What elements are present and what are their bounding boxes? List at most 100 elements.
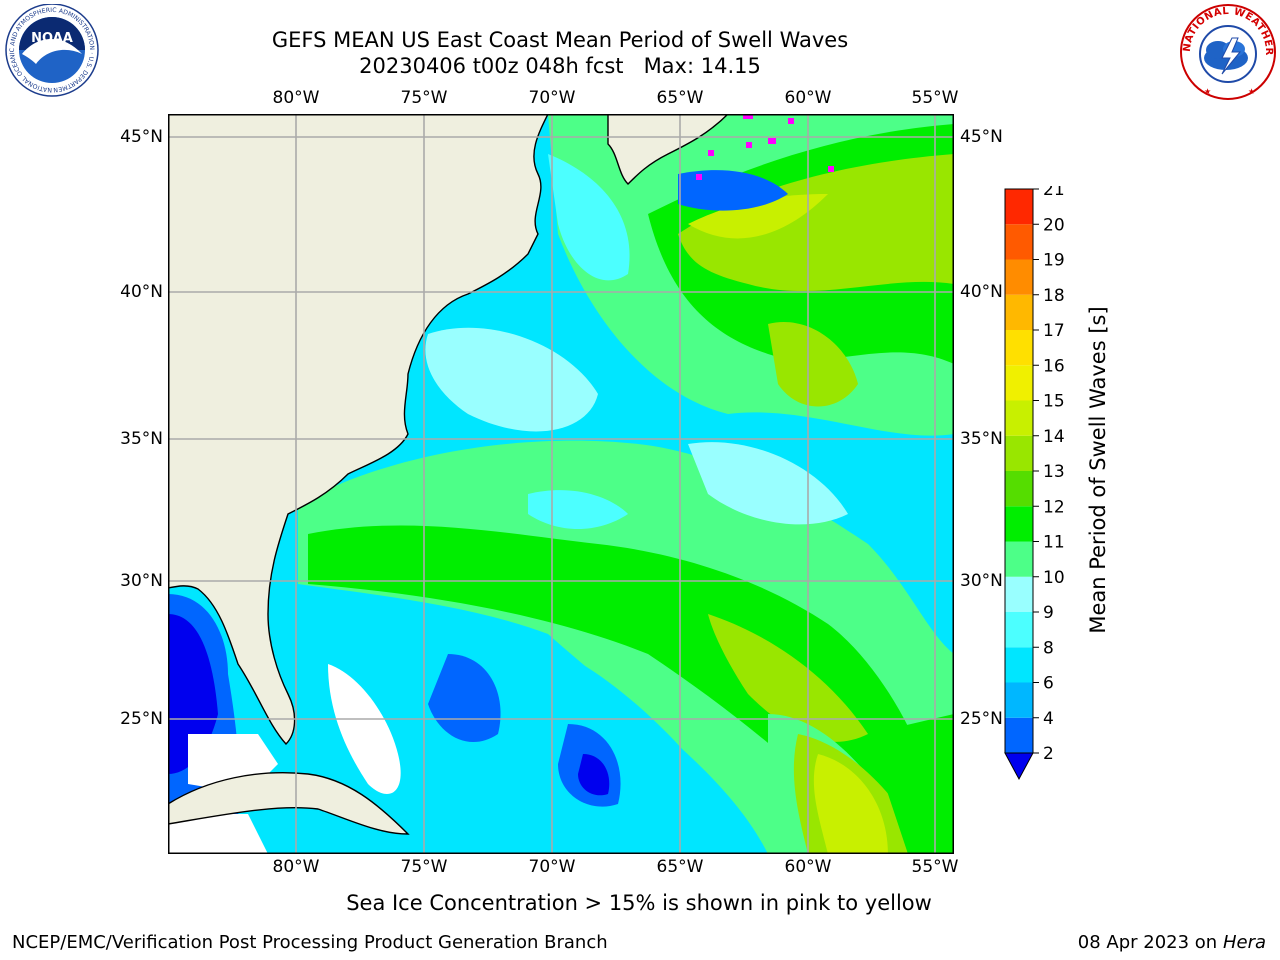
- noaa-logo: NATIONAL OCEANIC AND ATMOSPHERIC ADMINIS…: [0, 0, 104, 98]
- colorbar-segment: [1005, 400, 1033, 436]
- lat-label-left: 25°N: [120, 709, 163, 729]
- colorbar-tick-label: 9: [1043, 603, 1054, 623]
- lat-label-right: 45°N: [960, 127, 1003, 147]
- lon-label-bottom: 55°W: [911, 857, 959, 877]
- lon-label-bottom: 75°W: [400, 857, 448, 877]
- colorbar-tick-label: 13: [1043, 462, 1065, 482]
- colorbar-segment: [1005, 330, 1033, 366]
- colorbar-segment: [1005, 435, 1033, 471]
- colorbar-segment: [1005, 682, 1033, 718]
- colorbar-segment: [1005, 471, 1033, 507]
- colorbar-tick-label: 20: [1043, 215, 1065, 235]
- colorbar-segment: [1005, 647, 1033, 683]
- lon-label-top: 55°W: [911, 88, 959, 108]
- colorbar-tick-label: 17: [1043, 321, 1065, 341]
- colorbar-segment: [1005, 541, 1033, 577]
- swell-zone-12s-mid: [708, 614, 868, 742]
- chart-subtitle: 20230406 t00z 048h fcst Max: 14.15: [359, 54, 761, 78]
- sea-ice-note: Sea Ice Concentration > 15% is shown in …: [346, 891, 932, 915]
- swell-zone-10s-southeast: [868, 714, 954, 854]
- lat-label-left: 30°N: [120, 571, 163, 591]
- colorbar-graphic: 2 4 6 8 9 10 11 12 13 14 15 16 17 18 19 20 21: [1004, 180, 1065, 781]
- date-text: 08 Apr 2023 on: [1077, 932, 1223, 953]
- nws-logo: NATIONAL WEATHER SERVICE ★ ★: [1172, 0, 1280, 100]
- sea-ice-marker: [746, 142, 752, 148]
- sea-ice-marker: [788, 118, 794, 124]
- lat-label-right: 30°N: [960, 571, 1003, 591]
- colorbar-tick-label: 12: [1043, 497, 1065, 517]
- lon-label-top: 65°W: [656, 88, 704, 108]
- colorbar-tick-label: 21: [1043, 186, 1065, 200]
- sea-ice-marker: [768, 138, 776, 144]
- date-line: 08 Apr 2023 on Hera: [1078, 932, 1266, 953]
- lon-label-top: 75°W: [400, 88, 448, 108]
- colorbar-segment: [1005, 717, 1033, 753]
- swell-zone-4s-bahamas: [428, 654, 501, 743]
- map-frame: [168, 114, 954, 854]
- colorbar-under-arrow: [1004, 752, 1034, 781]
- colorbar-segment: [1005, 612, 1033, 648]
- sea-ice-marker: [828, 166, 834, 172]
- colorbar-tick-label: 18: [1043, 286, 1065, 306]
- lon-label-bottom: 65°W: [656, 857, 704, 877]
- swell-zone-7s: [528, 490, 628, 529]
- colorbar-tick-label: 2: [1043, 744, 1054, 764]
- swell-zone-13s-south: [813, 754, 888, 854]
- missing-data-bahamas: [328, 664, 401, 794]
- nova-scotia-land: [607, 114, 729, 185]
- map-panel: [168, 114, 954, 854]
- sea-ice-marker: [696, 174, 702, 180]
- colorbar-tick-label: 8: [1043, 638, 1054, 658]
- colorbar-segment: [1005, 259, 1033, 295]
- lat-label-right: 25°N: [960, 709, 1003, 729]
- colorbar-tick-label: 16: [1043, 356, 1065, 376]
- chart-title: GEFS MEAN US East Coast Mean Period of S…: [271, 28, 849, 52]
- credit-text: NCEP/EMC/Verification Post Processing Pr…: [12, 932, 608, 953]
- swell-zone-8s-a: [425, 327, 598, 432]
- colorbar-segment: [1005, 294, 1033, 330]
- cuba-land: [168, 772, 410, 835]
- swell-zone-2s-east: [578, 754, 610, 796]
- swell-zone-13s-north: [688, 194, 828, 239]
- lat-label-left: 45°N: [120, 127, 163, 147]
- colorbar-label-text: Mean Period of Swell Waves [s]: [1086, 306, 1110, 634]
- missing-data-b: [168, 814, 268, 854]
- colorbar-tick-label: 15: [1043, 392, 1065, 412]
- swell-zone-4s-north: [678, 170, 788, 211]
- lon-label-bottom: 70°W: [528, 857, 576, 877]
- colorbar-tick-label: 19: [1043, 251, 1065, 271]
- swell-zone-12s-east: [768, 322, 858, 407]
- lon-label-bottom: 60°W: [784, 857, 832, 877]
- swell-zone-12s: [678, 154, 954, 292]
- colorbar-segment: [1005, 365, 1033, 401]
- colorbar-tick-label: 4: [1043, 709, 1054, 729]
- host-name: Hera: [1222, 932, 1266, 953]
- colorbar-tick-label: 10: [1043, 568, 1065, 588]
- lon-label-bottom: 80°W: [272, 857, 320, 877]
- lat-label-right: 35°N: [960, 429, 1003, 449]
- sea-ice-marker: [743, 114, 753, 119]
- colorbar-segment: [1005, 576, 1033, 612]
- colorbar-segment: [1005, 224, 1033, 260]
- lat-label-left: 35°N: [120, 429, 163, 449]
- us-east-coast-land: [168, 114, 549, 746]
- graticule: [168, 114, 954, 854]
- svg-text:★: ★: [1248, 87, 1255, 96]
- lon-label-top: 70°W: [528, 88, 576, 108]
- sea-ice-marker: [708, 150, 714, 156]
- colorbar-segment: [1005, 189, 1033, 225]
- lon-label-top: 80°W: [272, 88, 320, 108]
- swell-zone-7s-north: [548, 154, 630, 281]
- colorbar-segment: [1005, 506, 1033, 542]
- lon-label-top: 60°W: [784, 88, 832, 108]
- colorbar: 2 4 6 8 9 10 11 12 13 14 15 16 17 18 19 20 21: [1000, 180, 1090, 786]
- noaa-logo-text: NOAA: [31, 31, 73, 46]
- svg-text:★: ★: [1204, 87, 1211, 96]
- colorbar-tick-label: 6: [1043, 674, 1054, 694]
- lat-label-right: 40°N: [960, 282, 1003, 302]
- lat-label-left: 40°N: [120, 282, 163, 302]
- swell-zone-10s-mid: [308, 525, 928, 834]
- colorbar-tick-label: 11: [1043, 533, 1065, 553]
- colorbar-tick-label: 14: [1043, 427, 1065, 447]
- swell-period-map: [168, 114, 954, 854]
